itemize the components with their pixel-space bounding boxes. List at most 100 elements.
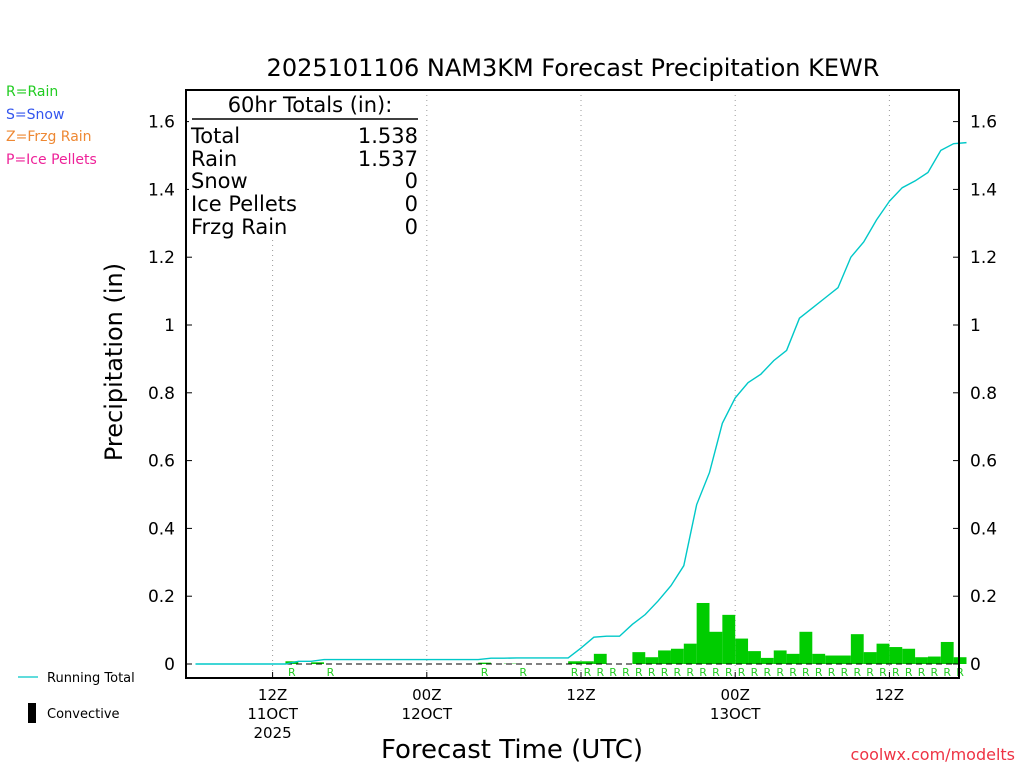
rain-marker: R	[622, 666, 630, 679]
totals-row-value: 1.537	[358, 147, 418, 171]
precip-bar	[902, 648, 916, 664]
totals-box: 60hr Totals (in): Total 1.538 Rain 1.537…	[189, 93, 425, 239]
precip-bar	[722, 614, 736, 664]
precip-bar	[568, 661, 581, 664]
rain-marker: R	[712, 666, 720, 679]
totals-row-label: Snow	[191, 169, 248, 193]
running-total-line	[195, 141, 967, 665]
rain-marker: R	[892, 666, 900, 679]
rain-marker: R	[648, 666, 656, 679]
chart-title: 2025101106 NAM3KM Forecast Precipitation…	[267, 54, 880, 82]
rain-marker: R	[853, 666, 861, 679]
x-tick-label: 00Z	[721, 686, 750, 704]
rain-marker: R	[905, 666, 913, 679]
rain-marker: R	[584, 666, 592, 679]
totals-box-bg	[189, 93, 425, 239]
y-tick-label-left: 1.2	[148, 248, 175, 268]
totals-row-label: Ice Pellets	[191, 192, 297, 216]
x-tick-date-label: 13OCT	[710, 705, 761, 723]
y-tick-label-left: 1.4	[148, 180, 175, 200]
precip-bar	[838, 655, 851, 664]
precip-bar	[683, 643, 697, 664]
x-tick-date-label: 12OCT	[402, 705, 453, 723]
precip-bar	[850, 634, 864, 664]
rain-marker: R	[956, 666, 964, 679]
rain-marker: R	[943, 666, 951, 679]
precip-bar	[915, 657, 928, 664]
y-tick-label-right: 0.6	[970, 452, 997, 472]
precip-bar	[889, 647, 903, 664]
rain-marker: R	[815, 666, 823, 679]
x-tick-label: 12Z	[875, 686, 904, 704]
y-tick-label-right: 1.6	[970, 113, 997, 133]
rain-marker: R	[699, 666, 707, 679]
convective-legend-label: Convective	[47, 707, 120, 722]
rain-marker: R	[828, 666, 836, 679]
precip-bar	[812, 653, 826, 664]
rain-marker: R	[751, 666, 759, 679]
precip-bar	[593, 653, 607, 664]
precip-bar	[581, 661, 594, 664]
y-tick-label-right: 0.2	[970, 587, 997, 607]
y-tick-label-left: 1.6	[148, 113, 175, 133]
precip-bar	[773, 650, 787, 664]
precip-bar	[311, 662, 324, 664]
rain-marker: R	[288, 666, 296, 679]
running-total-legend-label: Running Total	[47, 671, 135, 686]
rain-marker: R	[866, 666, 874, 679]
rain-marker: R	[931, 666, 939, 679]
precip-bar	[953, 657, 967, 664]
precip-bar	[786, 653, 800, 664]
y-tick-label-left: 0.4	[148, 519, 175, 539]
y-tick-label-left: 0.8	[148, 384, 175, 404]
legend: R=Rain S=Snow Z=Frzg Rain P=Ice Pellets	[6, 84, 97, 168]
rain-marker: R	[789, 666, 797, 679]
credit-label: coolwx.com/modelts	[851, 745, 1015, 764]
rain-marker: R	[596, 666, 604, 679]
x-tick-label: 00Z	[412, 686, 441, 704]
legend-ice-pellets: P=Ice Pellets	[6, 152, 97, 168]
totals-header: 60hr Totals (in):	[228, 93, 393, 117]
y-tick-label-left: 1	[164, 316, 175, 336]
rain-marker: R	[635, 666, 643, 679]
y-tick-label-left: 0.2	[148, 587, 175, 607]
precip-bar	[799, 631, 813, 664]
rain-marker: R	[327, 666, 335, 679]
precip-bar	[645, 657, 659, 664]
precip-bar	[748, 651, 761, 664]
x-tick-year-label: 2025	[254, 724, 292, 742]
rain-marker: R	[661, 666, 669, 679]
precip-bar	[927, 656, 941, 664]
rain-marker: R	[609, 666, 617, 679]
x-tick-label: 12Z	[566, 686, 595, 704]
totals-row-value: 0	[405, 215, 418, 239]
totals-row-value: 1.538	[358, 124, 418, 148]
rain-marker: R	[519, 666, 527, 679]
rain-marker: R	[571, 666, 579, 679]
y-tick-label-right: 1.4	[970, 180, 997, 200]
totals-row-value: 0	[405, 169, 418, 193]
y-tick-label-right: 1	[970, 316, 981, 336]
totals-row-label: Frzg Rain	[191, 215, 287, 239]
x-tick-label: 12Z	[258, 686, 287, 704]
precip-bar	[863, 652, 877, 664]
rain-marker: R	[802, 666, 810, 679]
y-tick-label-right: 1.2	[970, 248, 997, 268]
precip-bar	[760, 657, 774, 664]
totals-row-value: 0	[405, 192, 418, 216]
y-tick-label-right: 0	[970, 655, 981, 675]
rain-marker: R	[776, 666, 784, 679]
rain-marker: R	[841, 666, 849, 679]
precip-bar	[478, 662, 492, 664]
rain-marker: R	[763, 666, 771, 679]
legend-snow: S=Snow	[6, 107, 64, 123]
y-tick-label-left: 0.6	[148, 452, 175, 472]
convective-legend-swatch	[28, 703, 36, 723]
rain-marker: R	[918, 666, 926, 679]
totals-row-label: Total	[190, 124, 240, 148]
totals-row-label: Rain	[191, 147, 237, 171]
y-tick-label-left: 0	[164, 655, 175, 675]
